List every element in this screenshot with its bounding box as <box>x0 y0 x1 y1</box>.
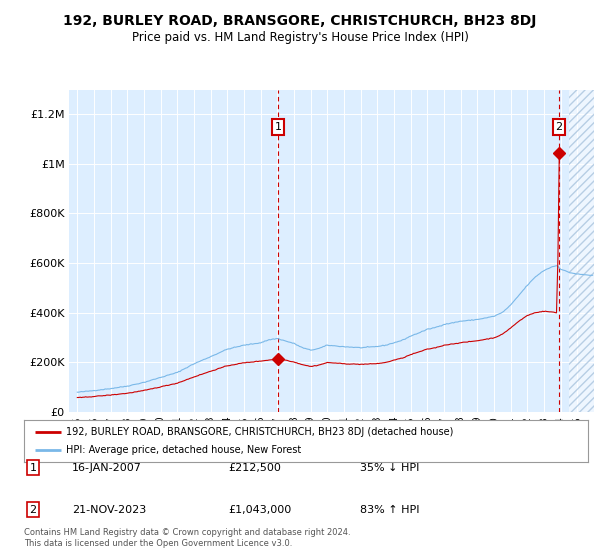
Text: £212,500: £212,500 <box>228 463 281 473</box>
Text: Price paid vs. HM Land Registry's House Price Index (HPI): Price paid vs. HM Land Registry's House … <box>131 31 469 44</box>
Text: Contains HM Land Registry data © Crown copyright and database right 2024.
This d: Contains HM Land Registry data © Crown c… <box>24 528 350 548</box>
Text: 1: 1 <box>275 122 281 132</box>
Text: 21-NOV-2023: 21-NOV-2023 <box>72 505 146 515</box>
Text: 192, BURLEY ROAD, BRANSGORE, CHRISTCHURCH, BH23 8DJ (detached house): 192, BURLEY ROAD, BRANSGORE, CHRISTCHURC… <box>66 427 454 437</box>
Text: £1,043,000: £1,043,000 <box>228 505 291 515</box>
Text: 83% ↑ HPI: 83% ↑ HPI <box>360 505 419 515</box>
Bar <box>569 65 594 412</box>
Text: 1: 1 <box>29 463 37 473</box>
Text: 192, BURLEY ROAD, BRANSGORE, CHRISTCHURCH, BH23 8DJ: 192, BURLEY ROAD, BRANSGORE, CHRISTCHURC… <box>64 14 536 28</box>
Text: 2: 2 <box>29 505 37 515</box>
Text: 2: 2 <box>556 122 563 132</box>
Text: HPI: Average price, detached house, New Forest: HPI: Average price, detached house, New … <box>66 445 302 455</box>
Bar <box>569 65 594 412</box>
Text: 16-JAN-2007: 16-JAN-2007 <box>72 463 142 473</box>
Text: 35% ↓ HPI: 35% ↓ HPI <box>360 463 419 473</box>
